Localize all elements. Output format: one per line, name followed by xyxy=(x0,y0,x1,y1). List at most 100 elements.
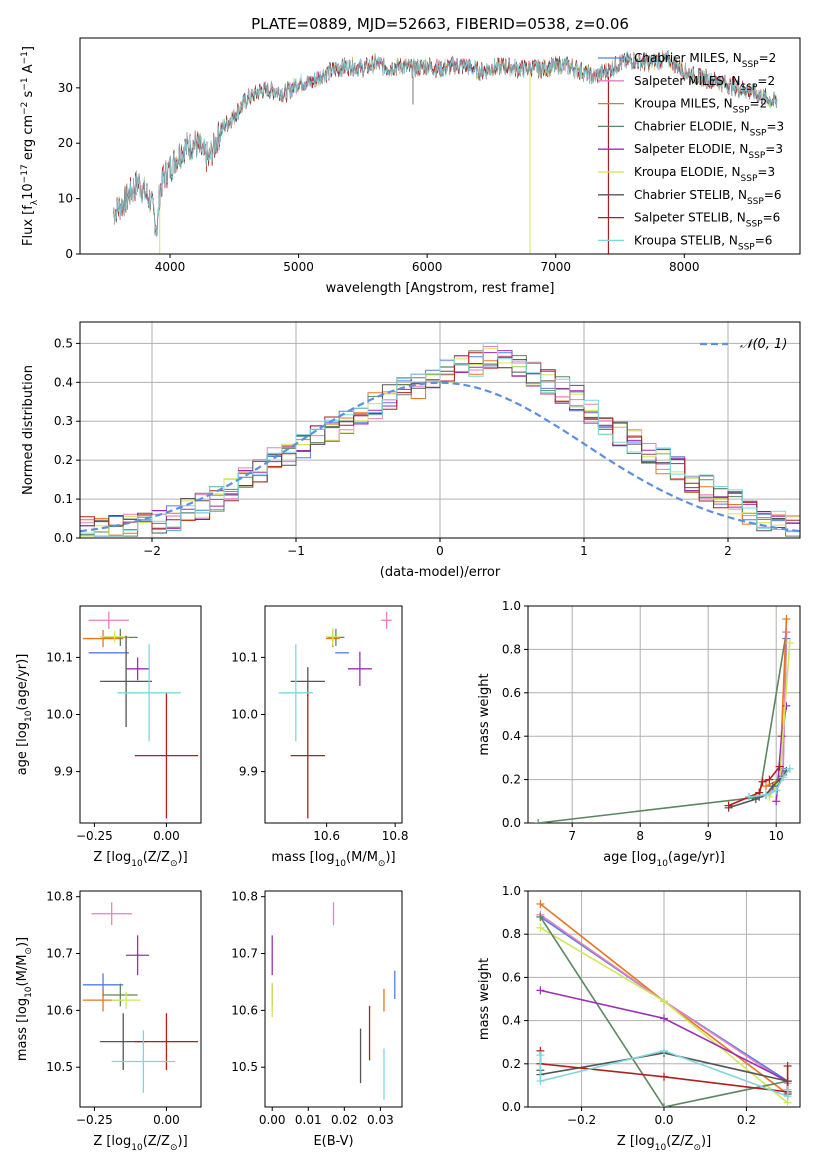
y-tick-label: 0.2 xyxy=(502,773,521,787)
y-tick-label: 10.5 xyxy=(231,1060,258,1074)
label-part: ⊙ xyxy=(378,859,386,869)
axes-frame xyxy=(79,321,801,539)
y-tick-label: 10.7 xyxy=(231,947,258,961)
label-part: Kroupa MILES, N xyxy=(634,97,733,111)
histogram-step xyxy=(80,342,800,537)
x-axis-label: Z [log10(Z/Z⊙)] xyxy=(93,1134,187,1153)
x-tick-label: 0.01 xyxy=(295,1113,322,1127)
label-part: 10 xyxy=(131,1143,143,1153)
y-tick-label: 10.6 xyxy=(46,1003,73,1017)
label-part: SSP xyxy=(747,197,764,207)
label-part: s xyxy=(21,90,36,101)
label-part: ⊙ xyxy=(170,859,178,869)
label-part: Z [log xyxy=(617,1134,655,1149)
label-part: (age/yr)] xyxy=(15,654,30,711)
label-part: Salpeter ELODIE, N xyxy=(634,142,748,156)
y-tick-label: 20 xyxy=(58,136,73,150)
x-tick-label: 0.2 xyxy=(737,1113,756,1127)
y-tick-label: 9.9 xyxy=(54,765,73,779)
legend-entry: 𝒩(0, 1) xyxy=(740,337,787,352)
label-part: (age/yr)] xyxy=(668,850,725,865)
label-part: erg cm xyxy=(21,115,36,164)
label-part: λ xyxy=(30,199,40,205)
legend-entry: Chabrier ELODIE, NSSP=3 xyxy=(634,119,784,138)
label-part: Chabrier MILES, N xyxy=(634,51,742,65)
age_vs_mass-points xyxy=(278,611,392,819)
label-part: 10 xyxy=(24,710,34,722)
y-tick-label: 10.1 xyxy=(46,650,73,664)
figure-title: PLATE=0889, MJD=52663, FIBERID=0538, z=0… xyxy=(251,15,629,33)
label-part: (M/M xyxy=(15,955,30,987)
legend-entry: Salpeter ELODIE, NSSP=3 xyxy=(634,142,783,161)
label-part: ⊙ xyxy=(170,1143,178,1153)
label-part: SSP xyxy=(742,60,759,70)
label-part: ⊙ xyxy=(693,1143,701,1153)
spectrum-line xyxy=(113,51,778,238)
label-part: −1 xyxy=(20,51,30,64)
x-tick-label: 8 xyxy=(636,829,644,843)
y-tick-label: 0.5 xyxy=(54,336,73,350)
label-part: age [log xyxy=(603,850,656,865)
weight_vs_Z-lines xyxy=(536,899,792,1107)
y-tick-label: 10 xyxy=(58,192,73,206)
label-part: =2 xyxy=(757,74,775,88)
label-part: SSP xyxy=(748,151,765,161)
label-part: =2 xyxy=(750,97,768,111)
age_vs_Z-points xyxy=(82,611,199,819)
axes-frame xyxy=(264,890,403,1108)
x-tick-label: 8000 xyxy=(669,260,700,274)
label-part: −2 xyxy=(20,102,30,115)
x-tick-label: −0.25 xyxy=(76,1113,113,1127)
label-part: )] xyxy=(15,937,30,947)
label-part: Kroupa STELIB, N xyxy=(634,233,738,247)
x-axis-label: age [log10(age/yr)] xyxy=(603,850,725,869)
label-part: Chabrier STELIB, N xyxy=(634,188,747,202)
y-tick-label: 1.0 xyxy=(502,599,521,613)
y-tick-label: 0.2 xyxy=(502,1057,521,1071)
y-tick-label: 0.0 xyxy=(502,816,521,830)
x-tick-label: 0.0 xyxy=(654,1113,673,1127)
y-tick-label: 10.0 xyxy=(231,708,258,722)
label-part: =6 xyxy=(764,188,782,202)
x-tick-label: 0.00 xyxy=(153,829,180,843)
x-tick-label: −0.25 xyxy=(76,829,113,843)
x-axis-label: E(B-V) xyxy=(313,1134,353,1149)
weight-line xyxy=(728,766,781,807)
legend-entry: Kroupa ELODIE, NSSP=3 xyxy=(634,165,775,184)
y-axis-label: Flux [fλ10−17 erg cm−2 s−1 A−1] xyxy=(20,46,40,246)
y-tick-label: 0.0 xyxy=(502,1100,521,1114)
label-part: (Z/Z xyxy=(143,850,170,865)
age_vs_mass-panel: 10.6 10.8 9.9 10.0 10.1 mass [log10(M/M⊙)] xyxy=(231,605,409,869)
y-tick-label: 10.6 xyxy=(231,1003,258,1017)
weight-line xyxy=(728,770,788,809)
legend-entry: Chabrier MILES, NSSP=2 xyxy=(634,51,776,70)
y-tick-label: 0.1 xyxy=(54,492,73,506)
label-part: A xyxy=(21,64,36,77)
mass_vs_Z-points xyxy=(82,902,199,1093)
y-tick-label: 0 xyxy=(65,247,73,261)
label-part: =3 xyxy=(757,165,775,179)
x-tick-label: 7 xyxy=(568,829,576,843)
axes-frame xyxy=(79,890,202,1108)
weight_vs_Z-panel: −0.2 0.0 0.2 0.0 0.2 0.4 0.6 0.8 1.0 Z [log10(Z/Z… xyxy=(477,884,801,1153)
label-part: SSP xyxy=(746,220,763,230)
label-part: )] xyxy=(178,850,188,865)
gaussian-curve xyxy=(80,381,800,533)
label-part: =3 xyxy=(765,142,783,156)
y-tick-label: 0.4 xyxy=(54,375,73,389)
legend-entry: Salpeter STELIB, NSSP=6 xyxy=(634,211,780,230)
residuals-panel: −2 −1 0 1 2 0.0 0.1 0.2 0.3 0.4 0.5 (data-model)/er… xyxy=(21,321,801,580)
x-tick-label: 9 xyxy=(704,829,712,843)
label-part: 10 xyxy=(24,986,34,998)
label-part: SSP xyxy=(738,242,755,252)
label-part: =6 xyxy=(763,211,781,225)
spectrum-panel: 4000 5000 6000 7000 8000 0 10 20 30 wavelength [A… xyxy=(20,37,801,296)
label-part: =3 xyxy=(766,119,784,133)
label-part: 10 xyxy=(335,859,347,869)
x-tick-label: 2 xyxy=(724,544,732,558)
label-part: Kroupa ELODIE, N xyxy=(634,165,741,179)
